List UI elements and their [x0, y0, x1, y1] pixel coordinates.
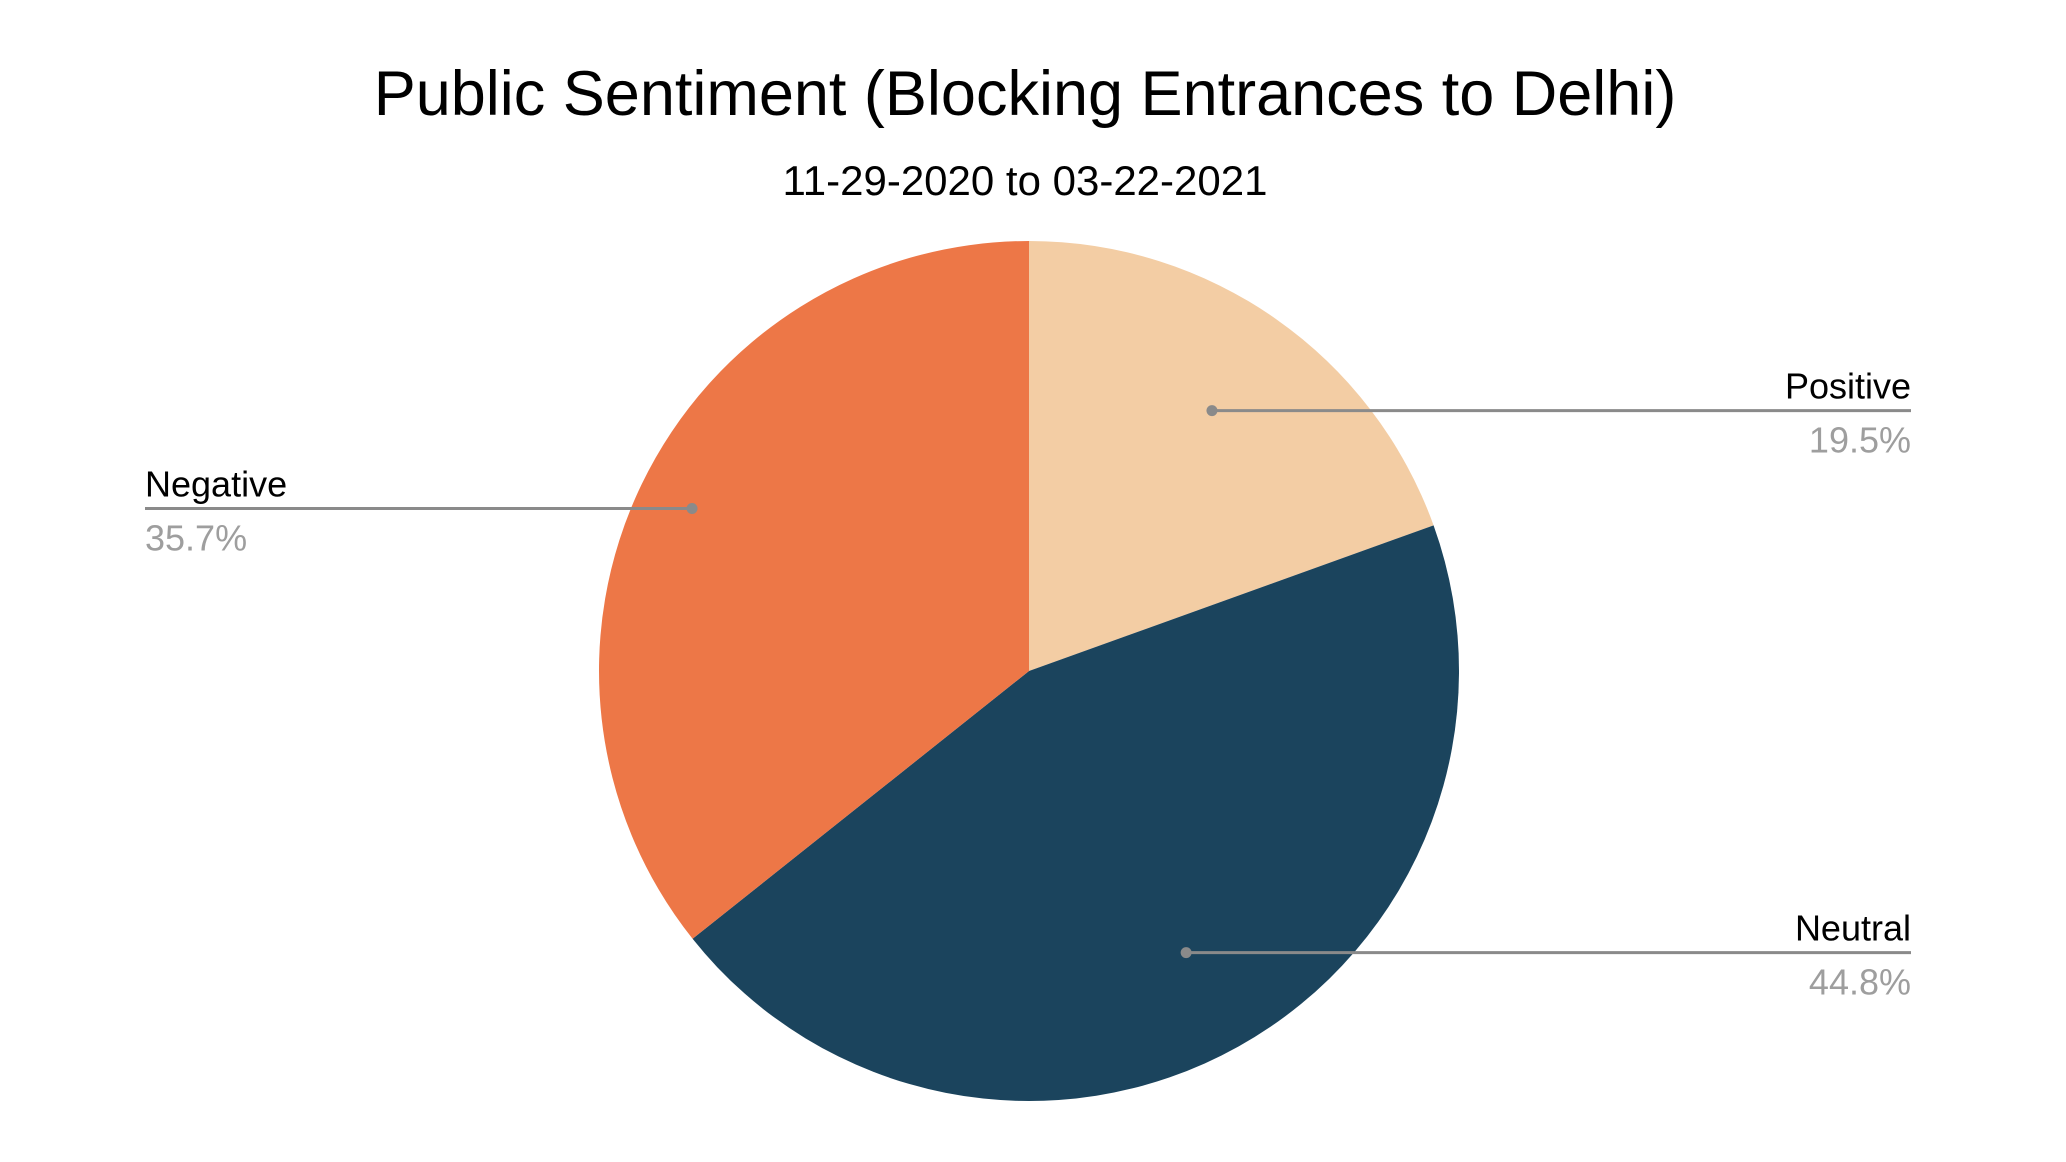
slice-label-positive: Positive	[1785, 366, 1911, 407]
slice-label-neutral: Neutral	[1795, 908, 1911, 949]
slice-value-positive: 19.5%	[1809, 420, 1911, 461]
pie-slices	[598, 240, 1460, 1102]
chart-subtitle: 11-29-2020 to 03-22-2021	[783, 157, 1268, 204]
pie-slice-neutral	[692, 525, 1460, 1102]
slice-value-neutral: 44.8%	[1809, 962, 1911, 1003]
slice-value-negative: 35.7%	[145, 518, 247, 559]
slice-label-negative: Negative	[145, 464, 287, 505]
chart-title: Public Sentiment (Blocking Entrances to …	[374, 59, 1677, 129]
pie-slice-negative	[598, 240, 1029, 939]
pie-slice-positive	[1029, 241, 1434, 671]
slice-labels: Positive 19.5% Neutral 44.8% Negative 35.7%	[145, 366, 1911, 1003]
